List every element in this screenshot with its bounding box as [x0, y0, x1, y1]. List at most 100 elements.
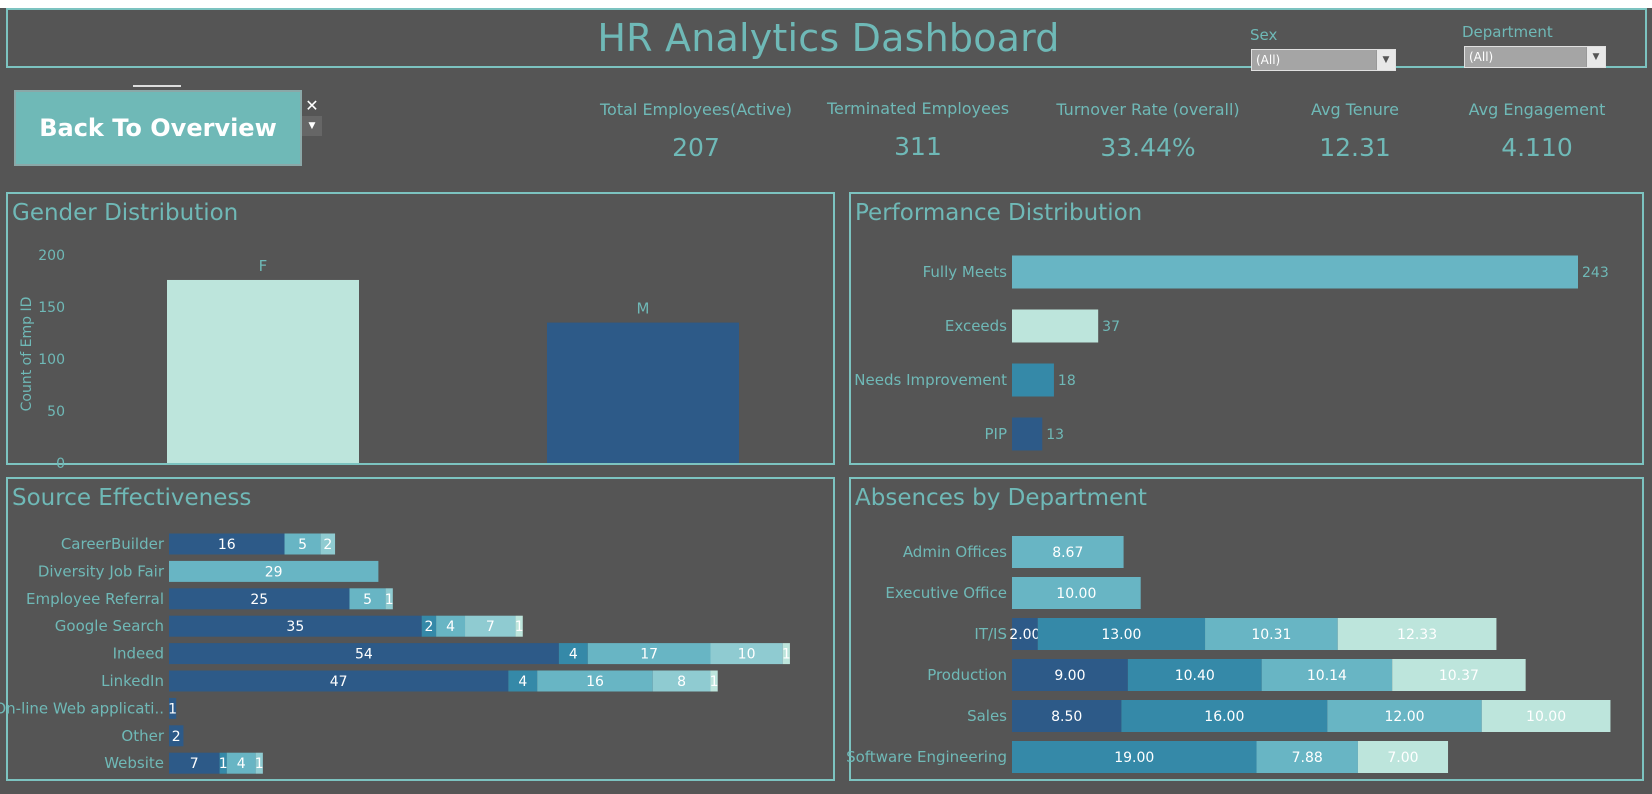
- data-label: 7: [190, 756, 199, 772]
- data-label: 1: [782, 647, 791, 663]
- kpi-label: Total Employees(Active): [599, 100, 792, 119]
- data-label: 19.00: [1114, 750, 1154, 766]
- kpi-avg-tenure: Avg Tenure 12.31: [1255, 100, 1455, 162]
- stacked-segment: [1012, 700, 1122, 732]
- kpi-label: Avg Tenure: [1311, 100, 1399, 119]
- kpi-value: 311: [894, 132, 942, 161]
- category-label: Website: [104, 754, 164, 772]
- panel-title: Gender Distribution: [12, 200, 239, 226]
- stacked-segment: [169, 752, 220, 774]
- back-to-overview-button[interactable]: Back To Overview: [14, 90, 302, 166]
- data-label: 10.31: [1251, 627, 1291, 643]
- category-label: IT/IS: [974, 625, 1007, 643]
- data-label: 9.00: [1054, 668, 1085, 684]
- bar-m: [547, 322, 739, 463]
- panel-title: Absences by Department: [855, 485, 1147, 511]
- data-label: 1: [255, 756, 264, 772]
- category-label: On-line Web applicati..: [0, 699, 164, 717]
- stacked-segment: [1012, 536, 1124, 568]
- data-label: 243: [1582, 265, 1609, 281]
- kpi-label: Avg Engagement: [1468, 100, 1606, 119]
- bar-category-label: M: [637, 300, 650, 318]
- stacked-segment: [219, 752, 227, 774]
- category-label: PIP: [984, 425, 1007, 443]
- data-label: 2: [424, 619, 433, 635]
- data-label: 10: [738, 647, 756, 663]
- stacked-segment: [169, 643, 559, 665]
- data-label: 5: [298, 537, 307, 553]
- performance-bar: [1012, 417, 1043, 451]
- sex-filter-dropdown[interactable]: (All) ▼: [1251, 49, 1396, 71]
- stacked-segment: [255, 752, 263, 774]
- bar-category-label: F: [259, 257, 268, 275]
- data-label: 12.33: [1397, 627, 1437, 643]
- source-effectiveness-panel: Source Effectiveness: [6, 477, 835, 781]
- kpi-avg-engagement: Avg Engagement 4.110: [1437, 100, 1637, 162]
- kpi-value: 33.44%: [1100, 133, 1196, 162]
- data-label: 16.00: [1204, 709, 1244, 725]
- stacked-segment: [515, 615, 523, 637]
- data-label: 16: [586, 674, 604, 690]
- data-label: 5: [363, 592, 372, 608]
- page-title: HR Analytics Dashboard: [597, 16, 1060, 60]
- absences-by-department-panel: Absences by Department: [849, 477, 1644, 781]
- stacked-segment: [385, 588, 393, 610]
- data-label: 13: [1046, 427, 1064, 443]
- chevron-down-icon[interactable]: ▼: [1376, 50, 1395, 70]
- stacked-segment: [169, 588, 350, 610]
- stacked-segment: [652, 670, 711, 692]
- data-label: 8.67: [1052, 545, 1083, 561]
- data-label: 47: [330, 674, 348, 690]
- stacked-segment: [537, 670, 653, 692]
- performance-bar: [1012, 255, 1578, 289]
- panel-title: Performance Distribution: [855, 200, 1143, 226]
- y-tick-label: 200: [38, 248, 65, 264]
- data-label: 7: [486, 619, 495, 635]
- data-label: 35: [286, 619, 304, 635]
- y-tick-label: 100: [38, 352, 65, 368]
- department-filter-label: Department: [1462, 23, 1553, 41]
- stacked-segment: [1337, 618, 1497, 650]
- dropdown-menu-icon[interactable]: ▼: [302, 116, 322, 136]
- chevron-down-icon[interactable]: ▼: [1586, 47, 1605, 67]
- panel-title: Source Effectiveness: [12, 485, 252, 511]
- stacked-segment: [169, 560, 379, 582]
- stacked-segment: [169, 615, 422, 637]
- category-label: Exceeds: [945, 317, 1007, 335]
- data-label: 54: [355, 647, 373, 663]
- stacked-segment: [169, 725, 184, 747]
- y-axis-label: Count of Emp ID: [19, 297, 35, 412]
- data-label: 4: [237, 756, 246, 772]
- department-filter-dropdown[interactable]: (All) ▼: [1464, 46, 1606, 68]
- category-label: Production: [927, 666, 1007, 684]
- category-label: Employee Referral: [26, 590, 164, 608]
- data-label: 12.00: [1384, 709, 1424, 725]
- kpi-turnover-rate: Turnover Rate (overall) 33.44%: [1048, 100, 1248, 162]
- stacked-segment: [1256, 741, 1358, 773]
- category-label: Other: [121, 727, 164, 745]
- data-label: 4: [518, 674, 527, 690]
- close-icon[interactable]: ✕: [305, 96, 319, 115]
- category-label: Software Engineering: [846, 748, 1007, 766]
- stacked-segment: [349, 588, 386, 610]
- stacked-segment: [1327, 700, 1482, 732]
- stacked-segment: [710, 670, 718, 692]
- data-label: 10.14: [1307, 668, 1347, 684]
- data-label: 1: [385, 592, 394, 608]
- category-label: Fully Meets: [923, 263, 1008, 281]
- stacked-segment: [1205, 618, 1338, 650]
- stacked-segment: [1127, 659, 1262, 691]
- data-label: 8: [677, 674, 686, 690]
- sex-filter-label: Sex: [1250, 26, 1278, 44]
- stacked-segment: [169, 670, 509, 692]
- header-bar: HR Analytics Dashboard: [6, 8, 1647, 68]
- stacked-segment: [169, 697, 177, 719]
- data-label: 16: [218, 537, 236, 553]
- category-label: LinkedIn: [101, 672, 164, 690]
- data-label: 4: [446, 619, 455, 635]
- stacked-segment: [710, 643, 783, 665]
- sex-filter-value: (All): [1256, 53, 1281, 67]
- data-label: 2: [323, 537, 332, 553]
- stacked-segment: [421, 615, 437, 637]
- kpi-value: 4.110: [1501, 133, 1573, 162]
